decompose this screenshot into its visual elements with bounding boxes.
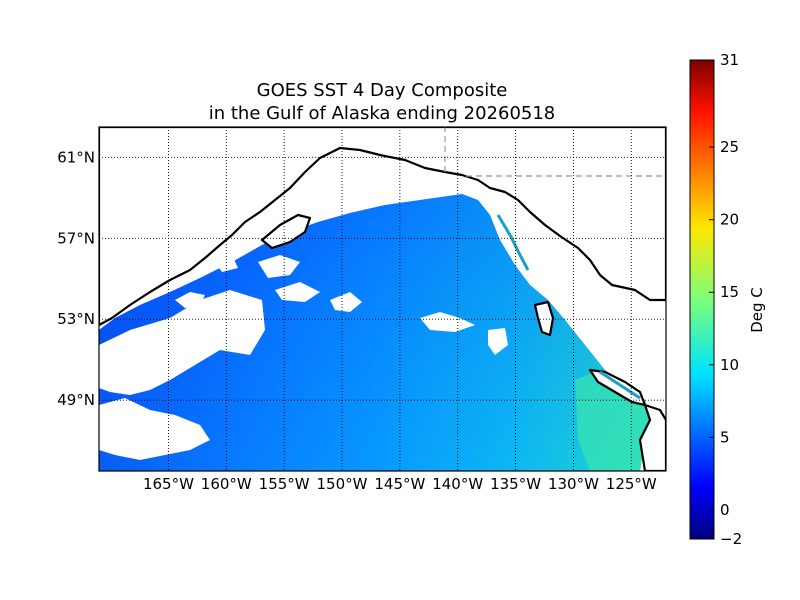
haida-gwaii	[533, 300, 555, 337]
map-title-line-1: GOES SST 4 Day Composite	[256, 80, 508, 101]
map-title-line-2: in the Gulf of Alaska ending 20260518	[208, 103, 556, 124]
inland-waterways	[496, 214, 641, 400]
latitude-labels: 61°N 57°N 53°N 49°N	[57, 148, 95, 409]
colorbar-ticks: −2 0 5 10 15 20 25 31	[709, 51, 742, 548]
latitude-label: 57°N	[57, 229, 95, 247]
colorbar-tick-label: 15	[720, 283, 739, 301]
colorbar	[689, 59, 715, 540]
latitude-label: 61°N	[57, 148, 95, 166]
colorbar-tick-label: 20	[720, 211, 739, 229]
graticule	[99, 127, 666, 471]
latitude-label: 53°N	[57, 310, 95, 328]
map-frame	[98, 126, 667, 472]
olympic-peninsula	[638, 403, 666, 471]
longitude-label: 155°W	[259, 475, 310, 493]
longitude-labels: 165°W 160°W 155°W 150°W 145°W 140°W 135°W 130°W…	[143, 475, 657, 493]
colorbar-tick-label: 0	[720, 501, 730, 519]
longitude-label: 150°W	[317, 475, 368, 493]
alaska-mainland	[99, 127, 666, 327]
colorbar-tick-label: 25	[720, 138, 739, 156]
landmass	[99, 127, 666, 471]
longitude-label: 160°W	[201, 475, 252, 493]
cloud-mask	[99, 255, 508, 460]
longitude-label: 130°W	[548, 475, 599, 493]
colorbar-label: Deg C	[748, 287, 766, 333]
latitude-label: 49°N	[57, 391, 95, 409]
colorbar-tick-label: −2	[720, 530, 742, 548]
longitude-label: 135°W	[490, 475, 541, 493]
longitude-label: 125°W	[606, 475, 657, 493]
colorbar-tick-label: 10	[720, 356, 739, 374]
longitude-label: 145°W	[374, 475, 425, 493]
us-canada-border	[444, 127, 666, 177]
colorbar-tick-label: 31	[720, 51, 739, 69]
longitude-label: 140°W	[432, 475, 483, 493]
longitude-label: 165°W	[143, 475, 194, 493]
kodiak-island	[260, 213, 312, 250]
colorbar-tick-label: 5	[720, 428, 730, 446]
